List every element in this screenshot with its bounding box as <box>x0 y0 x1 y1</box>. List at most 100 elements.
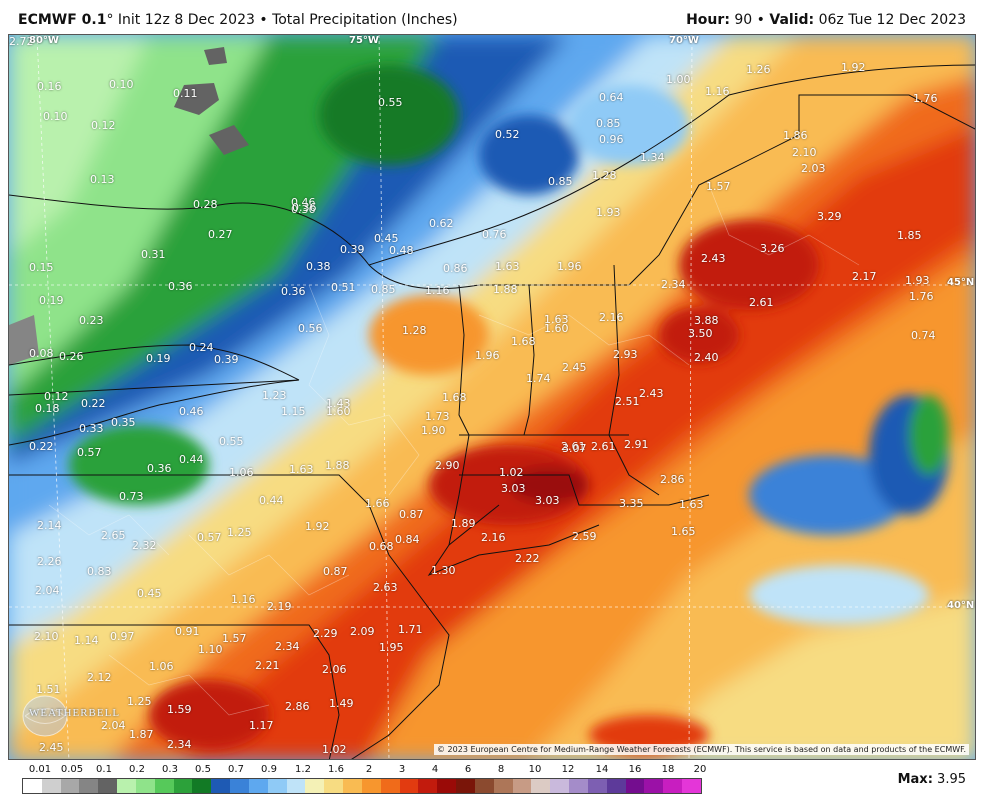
precip-value-label: 2.04 <box>35 584 60 597</box>
legend-swatch <box>456 779 475 793</box>
precip-value-label: 1.76 <box>913 92 938 105</box>
precip-value-label: 1.76 <box>909 290 934 303</box>
precip-value-label: 1.60 <box>326 405 351 418</box>
legend-swatch <box>550 779 570 793</box>
precip-value-label: 0.22 <box>29 440 54 453</box>
precip-value-label: 0.48 <box>389 244 414 257</box>
legend-swatch <box>569 779 588 793</box>
precip-value-label: 2.16 <box>481 531 506 544</box>
legend-swatch <box>98 779 118 793</box>
precip-value-label: 3.35 <box>619 497 644 510</box>
legend-tick-label: 14 <box>595 764 609 775</box>
legend-color-bar <box>22 778 702 794</box>
valid-value: 06z Tue 12 Dec 2023 <box>818 12 966 28</box>
precip-value-label: 0.26 <box>59 350 84 363</box>
precip-value-label: 2.40 <box>694 351 719 364</box>
precip-value-label: 2.06 <box>322 663 347 676</box>
precip-value-label: 2.32 <box>132 539 157 552</box>
graticule-label: 75°W <box>349 35 379 46</box>
legend-tick-label: 0.1 <box>96 764 112 775</box>
precip-value-label: 0.57 <box>77 446 102 459</box>
precip-value-label: 2.29 <box>313 627 338 640</box>
max-number: 3.95 <box>937 772 966 787</box>
precip-value-label: 2.09 <box>350 625 375 638</box>
precip-value-label: 2.43 <box>639 387 664 400</box>
precip-value-label: 2.86 <box>285 700 310 713</box>
precip-value-label: 0.45 <box>137 587 162 600</box>
precip-value-label: 1.63 <box>289 463 314 476</box>
legend-tick-label: 0.9 <box>261 764 277 775</box>
map-canvas <box>9 35 975 759</box>
precip-value-label: 3.26 <box>760 242 785 255</box>
precip-value-label: 1.86 <box>783 129 808 142</box>
precip-value-label: 1.88 <box>325 459 350 472</box>
precip-value-label: 0.08 <box>29 347 54 360</box>
logo-globe-icon <box>22 695 68 737</box>
precip-value-label: 1.26 <box>746 63 771 76</box>
precip-value-label: 2.10 <box>34 630 59 643</box>
graticule-label: 80°W <box>29 35 59 46</box>
precip-value-label: 0.91 <box>175 625 200 638</box>
chart-title: ECMWF 0.1° Init 12z 8 Dec 2023 • Total P… <box>18 12 458 28</box>
precip-value-label: 0.36 <box>281 285 306 298</box>
boundaries <box>9 64 975 759</box>
precip-value-label: 1.57 <box>706 180 731 193</box>
precip-value-label: 0.84 <box>395 533 420 546</box>
precip-value-label: 0.16 <box>37 80 62 93</box>
precip-value-label: 3.07 <box>562 442 587 455</box>
precip-value-label: 0.46 <box>179 405 204 418</box>
precip-value-label: 1.59 <box>167 703 192 716</box>
legend-tick-label: 18 <box>661 764 675 775</box>
precip-value-label: 0.18 <box>35 402 60 415</box>
precip-value-label: 0.85 <box>548 175 573 188</box>
legend-swatch <box>493 779 513 793</box>
precip-value-label: 0.22 <box>81 397 106 410</box>
precip-value-label: 0.76 <box>482 228 507 241</box>
precip-value-label: 0.19 <box>146 352 171 365</box>
precip-value-label: 1.96 <box>475 349 500 362</box>
precip-value-label: 2.16 <box>599 311 624 324</box>
precip-value-label: 1.63 <box>679 498 704 511</box>
precip-value-label: 1.57 <box>222 632 247 645</box>
precip-value-label: 1.63 <box>495 260 520 273</box>
legend-tick-label: 1.6 <box>328 764 344 775</box>
model-name: ECMWF 0.1 <box>18 12 107 28</box>
precip-value-label: 1.73 <box>425 410 450 423</box>
legend-swatch <box>437 779 457 793</box>
precip-value-label: 0.13 <box>90 173 115 186</box>
precip-value-label: 2.93 <box>613 348 638 361</box>
legend-swatch <box>267 779 287 793</box>
graticule-label: 70°W <box>669 35 699 46</box>
precip-value-label: 2.34 <box>167 738 192 751</box>
legend-swatch <box>380 779 400 793</box>
init-time: Init 12z 8 Dec 2023 <box>117 12 255 28</box>
legend-tick-label: 0.01 <box>28 764 52 775</box>
legend-tick-label: 0.5 <box>195 764 211 775</box>
precip-value-label: 2.26 <box>37 555 62 568</box>
precip-value-label: 0.46 <box>291 196 316 209</box>
precip-value-label: 1.51 <box>36 683 61 696</box>
precip-value-label: 2.65 <box>101 529 126 542</box>
precip-value-label: 2.51 <box>615 395 640 408</box>
precip-value-label: 0.36 <box>292 201 317 214</box>
legend-tick-label: 4 <box>431 764 439 775</box>
legend-swatch <box>663 779 682 793</box>
precip-value-label: 1.06 <box>229 466 254 479</box>
legend-swatch <box>192 779 212 793</box>
legend-tick-label: 0.05 <box>60 764 84 775</box>
precip-value-label: 0.51 <box>331 281 356 294</box>
precip-value-label: 1.68 <box>442 391 467 404</box>
precip-value-label: 2.34 <box>275 640 300 653</box>
precip-value-label: 0.28 <box>193 198 218 211</box>
legend-swatch <box>41 779 61 793</box>
precip-value-label: 1.25 <box>227 526 252 539</box>
precip-value-label: 0.83 <box>87 565 112 578</box>
precip-value-label: 2.34 <box>661 278 686 291</box>
precip-value-label: 1.02 <box>499 466 524 479</box>
precip-value-label: 1.06 <box>149 660 174 673</box>
graticule <box>9 35 975 759</box>
color-legend: 0.01 0.05 0.1 0.2 0.3 0.5 0.7 0.9 1.2 1.6 2 3 4 6 8 10 1… <box>22 762 706 806</box>
legend-swatch <box>399 779 419 793</box>
legend-swatch <box>644 779 664 793</box>
precip-value-label: 1.25 <box>127 695 152 708</box>
